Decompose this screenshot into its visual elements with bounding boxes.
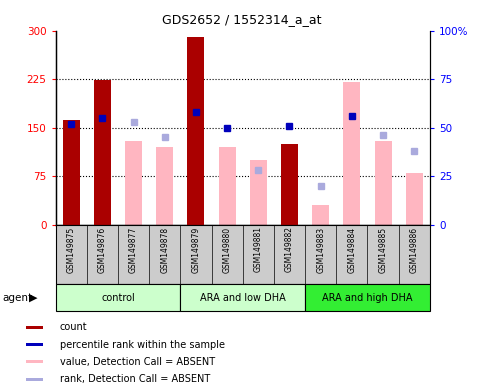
Text: GSM149886: GSM149886 bbox=[410, 227, 419, 273]
Text: GSM149885: GSM149885 bbox=[379, 227, 387, 273]
Text: GSM149880: GSM149880 bbox=[223, 227, 232, 273]
Bar bbox=[374, 141, 392, 225]
Text: ARA and low DHA: ARA and low DHA bbox=[200, 293, 285, 303]
Text: value, Detection Call = ABSENT: value, Detection Call = ABSENT bbox=[60, 357, 215, 367]
Text: GSM149879: GSM149879 bbox=[191, 227, 200, 273]
Bar bbox=[406, 173, 423, 225]
Bar bbox=[63, 120, 80, 225]
Bar bbox=[156, 147, 173, 225]
Bar bbox=[94, 80, 111, 225]
Text: count: count bbox=[60, 322, 87, 332]
Bar bbox=[187, 36, 204, 225]
Text: GSM149882: GSM149882 bbox=[285, 227, 294, 272]
Text: percentile rank within the sample: percentile rank within the sample bbox=[60, 339, 225, 349]
Bar bbox=[250, 160, 267, 225]
Bar bbox=[125, 141, 142, 225]
Text: GSM149876: GSM149876 bbox=[98, 227, 107, 273]
Bar bbox=[218, 147, 236, 225]
Text: GSM149877: GSM149877 bbox=[129, 227, 138, 273]
Text: control: control bbox=[101, 293, 135, 303]
Bar bbox=[27, 378, 43, 381]
Text: GSM149884: GSM149884 bbox=[347, 227, 356, 273]
Text: rank, Detection Call = ABSENT: rank, Detection Call = ABSENT bbox=[60, 374, 210, 384]
Text: ▶: ▶ bbox=[28, 293, 37, 303]
Text: agent: agent bbox=[2, 293, 32, 303]
Text: GSM149875: GSM149875 bbox=[67, 227, 76, 273]
Text: GSM149881: GSM149881 bbox=[254, 227, 263, 272]
Bar bbox=[27, 361, 43, 363]
Bar bbox=[56, 284, 180, 311]
Bar bbox=[312, 205, 329, 225]
Text: GSM149883: GSM149883 bbox=[316, 227, 325, 273]
Bar bbox=[305, 284, 430, 311]
Bar bbox=[180, 284, 305, 311]
Bar bbox=[27, 343, 43, 346]
Text: ARA and high DHA: ARA and high DHA bbox=[322, 293, 413, 303]
Text: GSM149878: GSM149878 bbox=[160, 227, 169, 273]
Bar bbox=[281, 144, 298, 225]
Bar bbox=[343, 83, 360, 225]
Text: GDS2652 / 1552314_a_at: GDS2652 / 1552314_a_at bbox=[162, 13, 321, 26]
Bar bbox=[27, 326, 43, 329]
